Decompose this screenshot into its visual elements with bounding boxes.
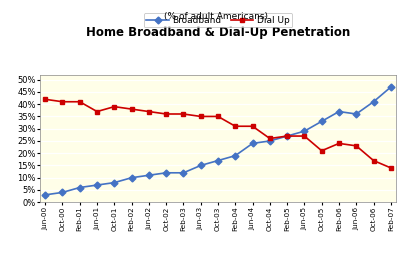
Line: Broadband: Broadband — [43, 84, 393, 197]
Broadband — [164, 171, 168, 175]
Dial Up — [198, 115, 203, 118]
Dial Up — [319, 149, 324, 152]
Dial Up — [181, 112, 186, 116]
Dial Up — [233, 125, 238, 128]
Broadband — [129, 176, 134, 179]
Broadband — [198, 164, 203, 167]
Legend: Broadband, Dial Up: Broadband, Dial Up — [144, 13, 292, 27]
Dial Up — [285, 134, 290, 138]
Dial Up — [216, 115, 220, 118]
Dial Up — [43, 98, 48, 101]
Broadband — [250, 142, 255, 145]
Dial Up — [336, 142, 341, 145]
Broadband — [302, 129, 307, 133]
Title: Home Broadband & Dial-Up Penetration: Home Broadband & Dial-Up Penetration — [86, 26, 350, 39]
Dial Up — [250, 125, 255, 128]
Dial Up — [77, 100, 82, 103]
Broadband — [216, 159, 220, 162]
Broadband — [268, 139, 272, 143]
Broadband — [388, 85, 393, 89]
Text: (% of adult Americans): (% of adult Americans) — [164, 12, 268, 21]
Broadband — [95, 183, 100, 187]
Dial Up — [146, 110, 151, 113]
Broadband — [285, 134, 290, 138]
Dial Up — [371, 159, 376, 162]
Broadband — [77, 186, 82, 189]
Broadband — [60, 191, 65, 194]
Broadband — [336, 110, 341, 113]
Dial Up — [164, 112, 168, 116]
Broadband — [43, 193, 48, 196]
Dial Up — [60, 100, 65, 103]
Dial Up — [354, 144, 359, 148]
Broadband — [354, 112, 359, 116]
Broadband — [319, 120, 324, 123]
Dial Up — [129, 107, 134, 111]
Broadband — [112, 181, 117, 184]
Dial Up — [388, 166, 393, 170]
Dial Up — [95, 110, 100, 113]
Broadband — [146, 174, 151, 177]
Line: Dial Up: Dial Up — [43, 97, 393, 170]
Broadband — [371, 100, 376, 103]
Broadband — [233, 154, 238, 157]
Dial Up — [268, 137, 272, 140]
Broadband — [181, 171, 186, 175]
Dial Up — [112, 105, 117, 108]
Dial Up — [302, 134, 307, 138]
